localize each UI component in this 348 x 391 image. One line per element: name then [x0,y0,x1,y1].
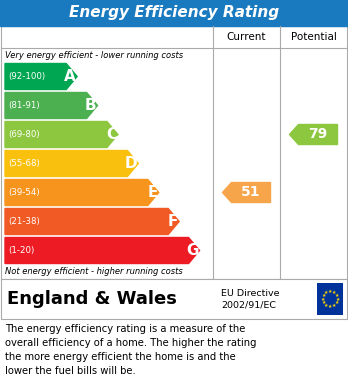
Text: (55-68): (55-68) [8,159,40,168]
Bar [1,26,347,279]
Text: (81-91): (81-91) [8,101,40,110]
Text: ★: ★ [324,303,329,308]
Bar [1,279,347,319]
Text: Not energy efficient - higher running costs: Not energy efficient - higher running co… [5,267,183,276]
Text: the more energy efficient the home is and the: the more energy efficient the home is an… [5,352,236,362]
Bar [317,283,343,315]
Text: ★: ★ [334,300,339,305]
Text: ★: ★ [321,300,326,305]
Text: ★: ★ [324,290,329,295]
Text: overall efficiency of a home. The higher the rating: overall efficiency of a home. The higher… [5,338,256,348]
Text: (1-20): (1-20) [8,246,34,255]
Text: D: D [125,156,137,171]
Text: ★: ★ [321,293,326,298]
Polygon shape [5,208,179,235]
Polygon shape [290,124,338,145]
Polygon shape [5,237,199,264]
Text: lower the fuel bills will be.: lower the fuel bills will be. [5,366,136,376]
Text: ★: ★ [332,303,336,308]
Text: Potential: Potential [291,32,337,42]
Text: (69-80): (69-80) [8,130,40,139]
Text: The energy efficiency rating is a measure of the: The energy efficiency rating is a measur… [5,324,245,334]
Text: B: B [85,98,96,113]
Text: E: E [147,185,158,200]
Text: A: A [64,69,76,84]
Text: Current: Current [227,32,266,42]
Text: England & Wales: England & Wales [7,290,177,308]
Text: ★: ★ [328,304,332,309]
Text: EU Directive: EU Directive [221,289,279,298]
Text: 79: 79 [308,127,327,142]
Text: 51: 51 [241,185,260,199]
Bar [0,0,348,26]
Text: Very energy efficient - lower running costs: Very energy efficient - lower running co… [5,50,183,59]
Text: ★: ★ [328,289,332,294]
Text: ★: ★ [332,290,336,295]
Text: ★: ★ [320,296,325,301]
Text: G: G [186,243,198,258]
Text: ★: ★ [334,293,339,298]
Text: F: F [168,214,178,229]
Text: (39-54): (39-54) [8,188,40,197]
Text: C: C [106,127,117,142]
Polygon shape [222,183,270,203]
Text: Energy Efficiency Rating: Energy Efficiency Rating [69,5,279,20]
Polygon shape [5,151,138,176]
Polygon shape [5,179,159,206]
Text: ★: ★ [335,296,340,301]
Text: (21-38): (21-38) [8,217,40,226]
Polygon shape [5,122,118,147]
Polygon shape [5,93,97,118]
Polygon shape [5,63,77,90]
Text: 2002/91/EC: 2002/91/EC [221,301,276,310]
Text: (92-100): (92-100) [8,72,45,81]
